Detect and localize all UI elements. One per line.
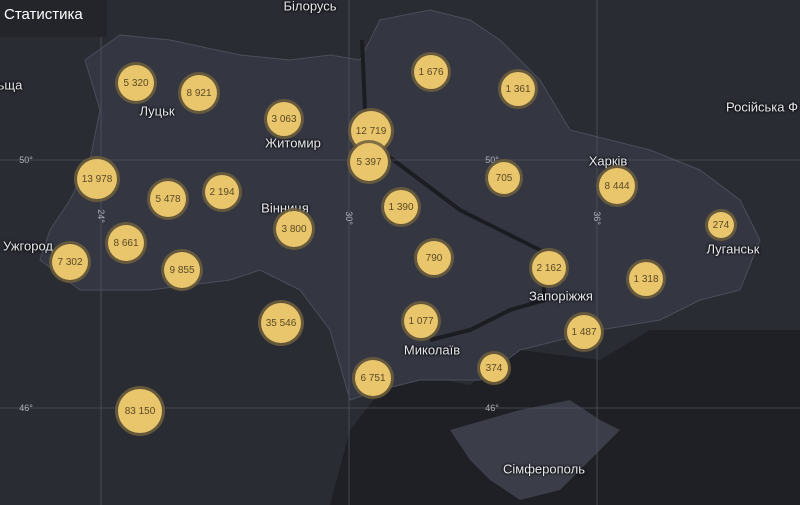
cluster-marker[interactable]: 3 063 xyxy=(267,102,301,136)
cluster-marker[interactable]: 8 921 xyxy=(181,75,217,111)
place-label: Миколаїв xyxy=(403,342,461,358)
place-label: Білорусь xyxy=(283,0,337,14)
place-label: Російська Ф xyxy=(726,99,798,115)
longitude-label: 36° xyxy=(592,211,602,225)
cluster-marker[interactable]: 1 676 xyxy=(414,55,448,89)
cluster-marker[interactable]: 7 302 xyxy=(52,244,88,280)
cluster-marker[interactable]: 9 855 xyxy=(164,252,200,288)
cluster-marker[interactable]: 13 978 xyxy=(77,159,117,199)
cluster-marker[interactable]: 3 800 xyxy=(276,211,312,247)
cluster-marker[interactable]: 1 077 xyxy=(404,304,438,338)
cluster-marker[interactable]: 6 751 xyxy=(355,360,391,396)
cluster-marker[interactable]: 274 xyxy=(708,212,734,238)
cluster-marker[interactable]: 5 478 xyxy=(150,181,186,217)
place-label: Луганськ xyxy=(706,241,760,257)
place-label: Сімферополь xyxy=(503,461,585,477)
place-label: ьща xyxy=(0,77,23,93)
cluster-marker[interactable]: 2 194 xyxy=(205,175,239,209)
statistics-panel[interactable]: Статистика xyxy=(0,0,107,37)
cluster-marker[interactable]: 5 320 xyxy=(118,65,154,101)
place-label: Харків xyxy=(588,153,628,169)
panel-title: Статистика xyxy=(4,6,83,23)
cluster-marker[interactable]: 705 xyxy=(488,162,520,194)
latitude-label: 46° xyxy=(19,403,33,413)
place-label: Луцьк xyxy=(139,103,175,119)
cluster-marker[interactable]: 1 318 xyxy=(629,262,663,296)
crimea xyxy=(450,400,620,500)
cluster-marker[interactable]: 2 162 xyxy=(532,251,566,285)
latitude-label: 46° xyxy=(485,403,499,413)
latitude-label: 50° xyxy=(19,155,33,165)
cluster-marker[interactable]: 1 487 xyxy=(567,315,601,349)
cluster-marker[interactable]: 374 xyxy=(480,354,508,382)
longitude-label: 24° xyxy=(96,209,106,223)
cluster-marker[interactable]: 83 150 xyxy=(118,389,162,433)
cluster-marker[interactable]: 1 361 xyxy=(501,72,535,106)
longitude-label: 30° xyxy=(344,211,354,225)
cluster-marker[interactable]: 5 397 xyxy=(350,143,388,181)
cluster-marker[interactable]: 790 xyxy=(417,241,451,275)
cluster-marker[interactable]: 8 661 xyxy=(108,225,144,261)
place-label: Ужгород xyxy=(3,238,53,254)
place-label: Житомир xyxy=(265,135,321,151)
cluster-marker[interactable]: 1 390 xyxy=(384,190,418,224)
place-label: Запоріжжя xyxy=(529,288,593,304)
cluster-marker[interactable]: 35 546 xyxy=(261,303,301,343)
cluster-marker[interactable]: 8 444 xyxy=(599,168,635,204)
latitude-label: 50° xyxy=(485,155,499,165)
